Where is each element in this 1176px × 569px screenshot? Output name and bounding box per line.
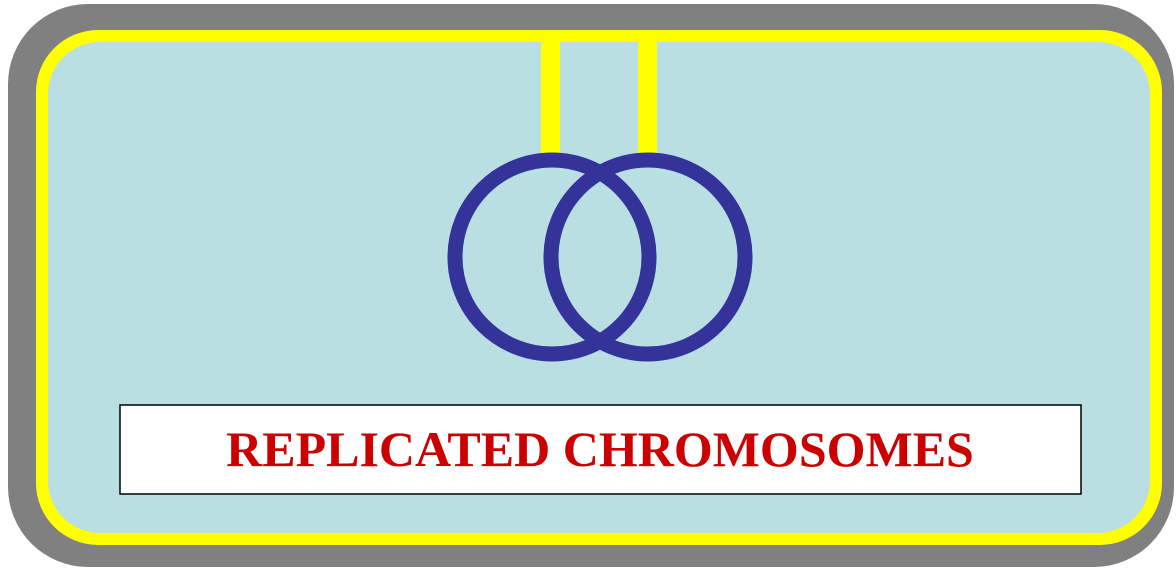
diagram: REPLICATED CHROMOSOMES [0,0,1176,569]
attachment-left [541,30,560,154]
label: REPLICATED CHROMOSOMES [226,421,974,477]
attachment-right [638,30,657,154]
